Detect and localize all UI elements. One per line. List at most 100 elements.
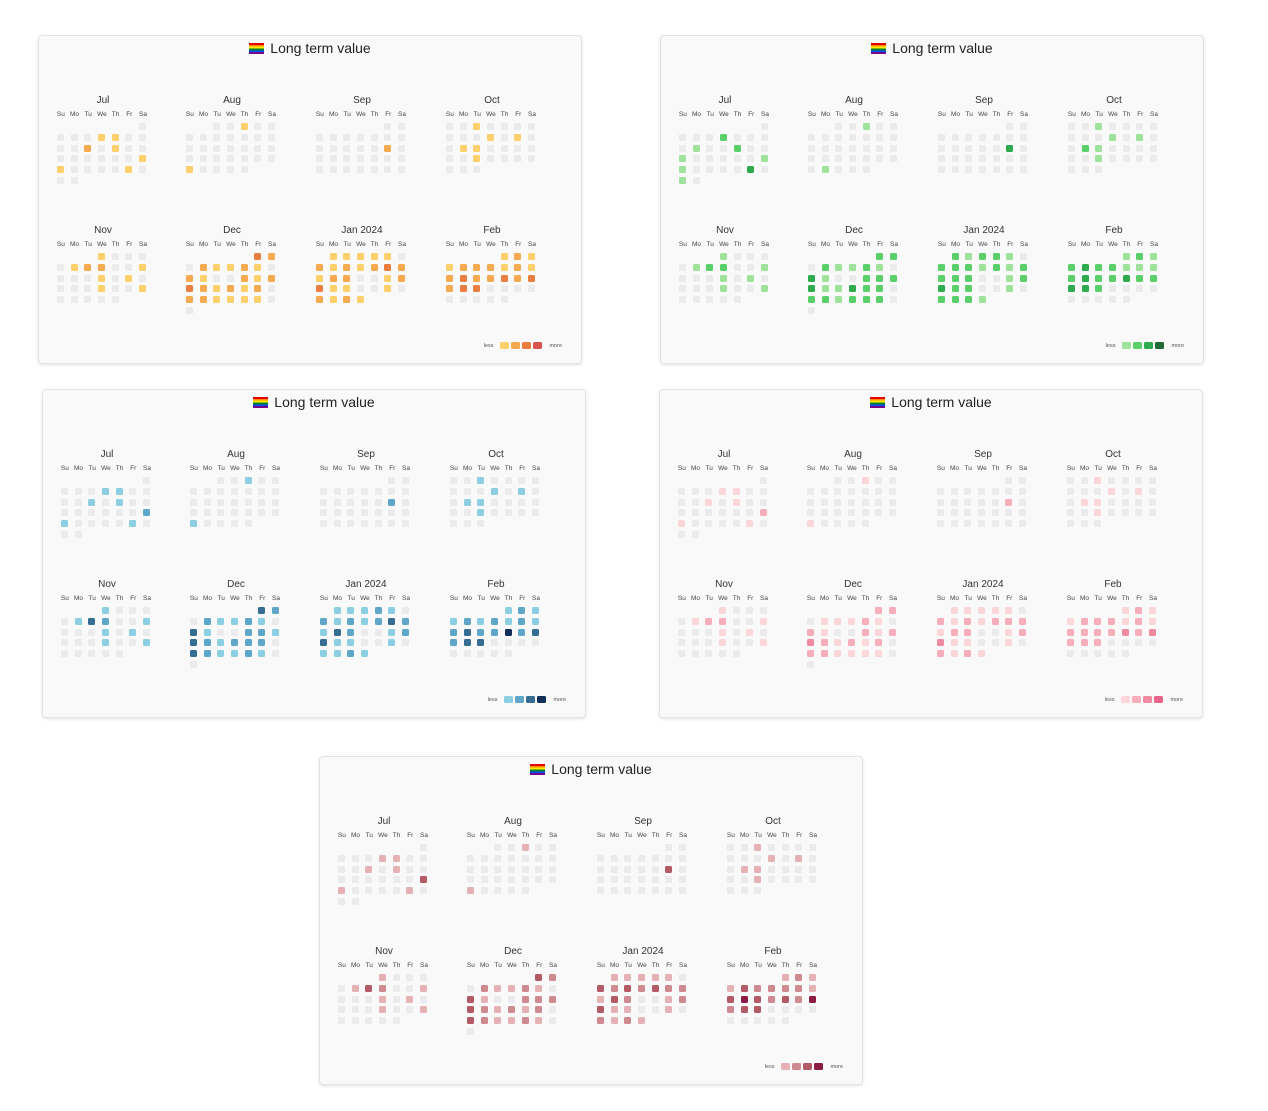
day-cell[interactable] bbox=[679, 974, 687, 981]
day-cell[interactable] bbox=[347, 498, 355, 506]
day-cell[interactable] bbox=[199, 155, 207, 163]
day-cell[interactable] bbox=[706, 274, 714, 282]
day-cell[interactable] bbox=[875, 487, 883, 495]
day-cell[interactable] bbox=[549, 995, 557, 1003]
day-cell[interactable] bbox=[1095, 263, 1103, 271]
day-cell[interactable] bbox=[848, 617, 856, 625]
day-cell[interactable] bbox=[374, 509, 382, 517]
day-cell[interactable] bbox=[231, 650, 239, 658]
day-cell[interactable] bbox=[862, 123, 870, 130]
day-cell[interactable] bbox=[760, 487, 768, 495]
day-cell[interactable] bbox=[254, 296, 262, 304]
day-cell[interactable] bbox=[473, 274, 481, 282]
day-cell[interactable] bbox=[102, 617, 110, 625]
day-cell[interactable] bbox=[365, 854, 373, 862]
day-cell[interactable] bbox=[504, 487, 512, 495]
day-cell[interactable] bbox=[199, 166, 207, 174]
day-cell[interactable] bbox=[347, 628, 355, 636]
day-cell[interactable] bbox=[473, 296, 481, 304]
day-cell[interactable] bbox=[487, 133, 495, 141]
day-cell[interactable] bbox=[761, 155, 769, 163]
day-cell[interactable] bbox=[861, 650, 869, 658]
day-cell[interactable] bbox=[1019, 509, 1027, 517]
day-cell[interactable] bbox=[74, 509, 82, 517]
day-cell[interactable] bbox=[938, 133, 945, 141]
day-cell[interactable] bbox=[727, 1017, 734, 1025]
day-cell[interactable] bbox=[760, 498, 768, 506]
day-cell[interactable] bbox=[768, 1017, 776, 1025]
day-cell[interactable] bbox=[938, 155, 945, 163]
day-cell[interactable] bbox=[61, 487, 68, 495]
day-cell[interactable] bbox=[951, 253, 959, 260]
day-cell[interactable] bbox=[720, 285, 728, 293]
day-cell[interactable] bbox=[420, 984, 428, 992]
day-cell[interactable] bbox=[732, 639, 740, 647]
day-cell[interactable] bbox=[746, 520, 754, 528]
day-cell[interactable] bbox=[834, 628, 842, 636]
day-cell[interactable] bbox=[1019, 639, 1027, 647]
day-cell[interactable] bbox=[402, 617, 410, 625]
day-cell[interactable] bbox=[889, 607, 897, 614]
day-cell[interactable] bbox=[370, 144, 378, 152]
day-cell[interactable] bbox=[848, 509, 856, 517]
day-cell[interactable] bbox=[494, 984, 502, 992]
day-cell[interactable] bbox=[480, 995, 488, 1003]
day-cell[interactable] bbox=[754, 1017, 762, 1025]
day-cell[interactable] bbox=[610, 984, 618, 992]
day-cell[interactable] bbox=[821, 155, 829, 163]
day-cell[interactable] bbox=[254, 144, 262, 152]
day-cell[interactable] bbox=[272, 498, 280, 506]
day-cell[interactable] bbox=[190, 487, 197, 495]
day-cell[interactable] bbox=[521, 844, 529, 851]
day-cell[interactable] bbox=[732, 628, 740, 636]
day-cell[interactable] bbox=[1108, 617, 1116, 625]
day-cell[interactable] bbox=[719, 639, 727, 647]
day-cell[interactable] bbox=[74, 487, 82, 495]
day-cell[interactable] bbox=[450, 617, 457, 625]
day-cell[interactable] bbox=[1080, 628, 1088, 636]
day-cell[interactable] bbox=[889, 509, 897, 517]
day-cell[interactable] bbox=[402, 520, 410, 528]
day-cell[interactable] bbox=[514, 133, 522, 141]
day-cell[interactable] bbox=[889, 498, 897, 506]
day-cell[interactable] bbox=[1068, 274, 1075, 282]
day-cell[interactable] bbox=[467, 1017, 474, 1025]
day-cell[interactable] bbox=[1005, 639, 1013, 647]
day-cell[interactable] bbox=[808, 274, 815, 282]
day-cell[interactable] bbox=[1080, 509, 1088, 517]
day-cell[interactable] bbox=[338, 984, 345, 992]
day-cell[interactable] bbox=[535, 1017, 543, 1025]
day-cell[interactable] bbox=[691, 530, 699, 538]
day-cell[interactable] bbox=[862, 166, 870, 174]
day-cell[interactable] bbox=[402, 477, 410, 484]
day-cell[interactable] bbox=[392, 1017, 400, 1025]
day-cell[interactable] bbox=[500, 274, 508, 282]
day-cell[interactable] bbox=[379, 974, 387, 981]
day-cell[interactable] bbox=[374, 487, 382, 495]
day-cell[interactable] bbox=[535, 854, 543, 862]
day-cell[interactable] bbox=[388, 477, 396, 484]
day-cell[interactable] bbox=[74, 520, 82, 528]
day-cell[interactable] bbox=[848, 487, 856, 495]
day-cell[interactable] bbox=[951, 274, 959, 282]
day-cell[interactable] bbox=[849, 296, 857, 304]
day-cell[interactable] bbox=[1094, 509, 1102, 517]
day-cell[interactable] bbox=[740, 854, 748, 862]
day-cell[interactable] bbox=[1150, 133, 1158, 141]
day-cell[interactable] bbox=[338, 897, 345, 905]
day-cell[interactable] bbox=[992, 274, 1000, 282]
day-cell[interactable] bbox=[504, 639, 512, 647]
day-cell[interactable] bbox=[820, 487, 828, 495]
day-cell[interactable] bbox=[848, 477, 856, 484]
day-cell[interactable] bbox=[186, 296, 193, 304]
day-cell[interactable] bbox=[258, 607, 266, 614]
day-cell[interactable] bbox=[821, 144, 829, 152]
day-cell[interactable] bbox=[875, 639, 883, 647]
day-cell[interactable] bbox=[1136, 274, 1144, 282]
day-cell[interactable] bbox=[1019, 628, 1027, 636]
day-cell[interactable] bbox=[467, 1006, 474, 1014]
day-cell[interactable] bbox=[190, 639, 197, 647]
day-cell[interactable] bbox=[1020, 263, 1028, 271]
day-cell[interactable] bbox=[665, 984, 673, 992]
day-cell[interactable] bbox=[1067, 509, 1074, 517]
